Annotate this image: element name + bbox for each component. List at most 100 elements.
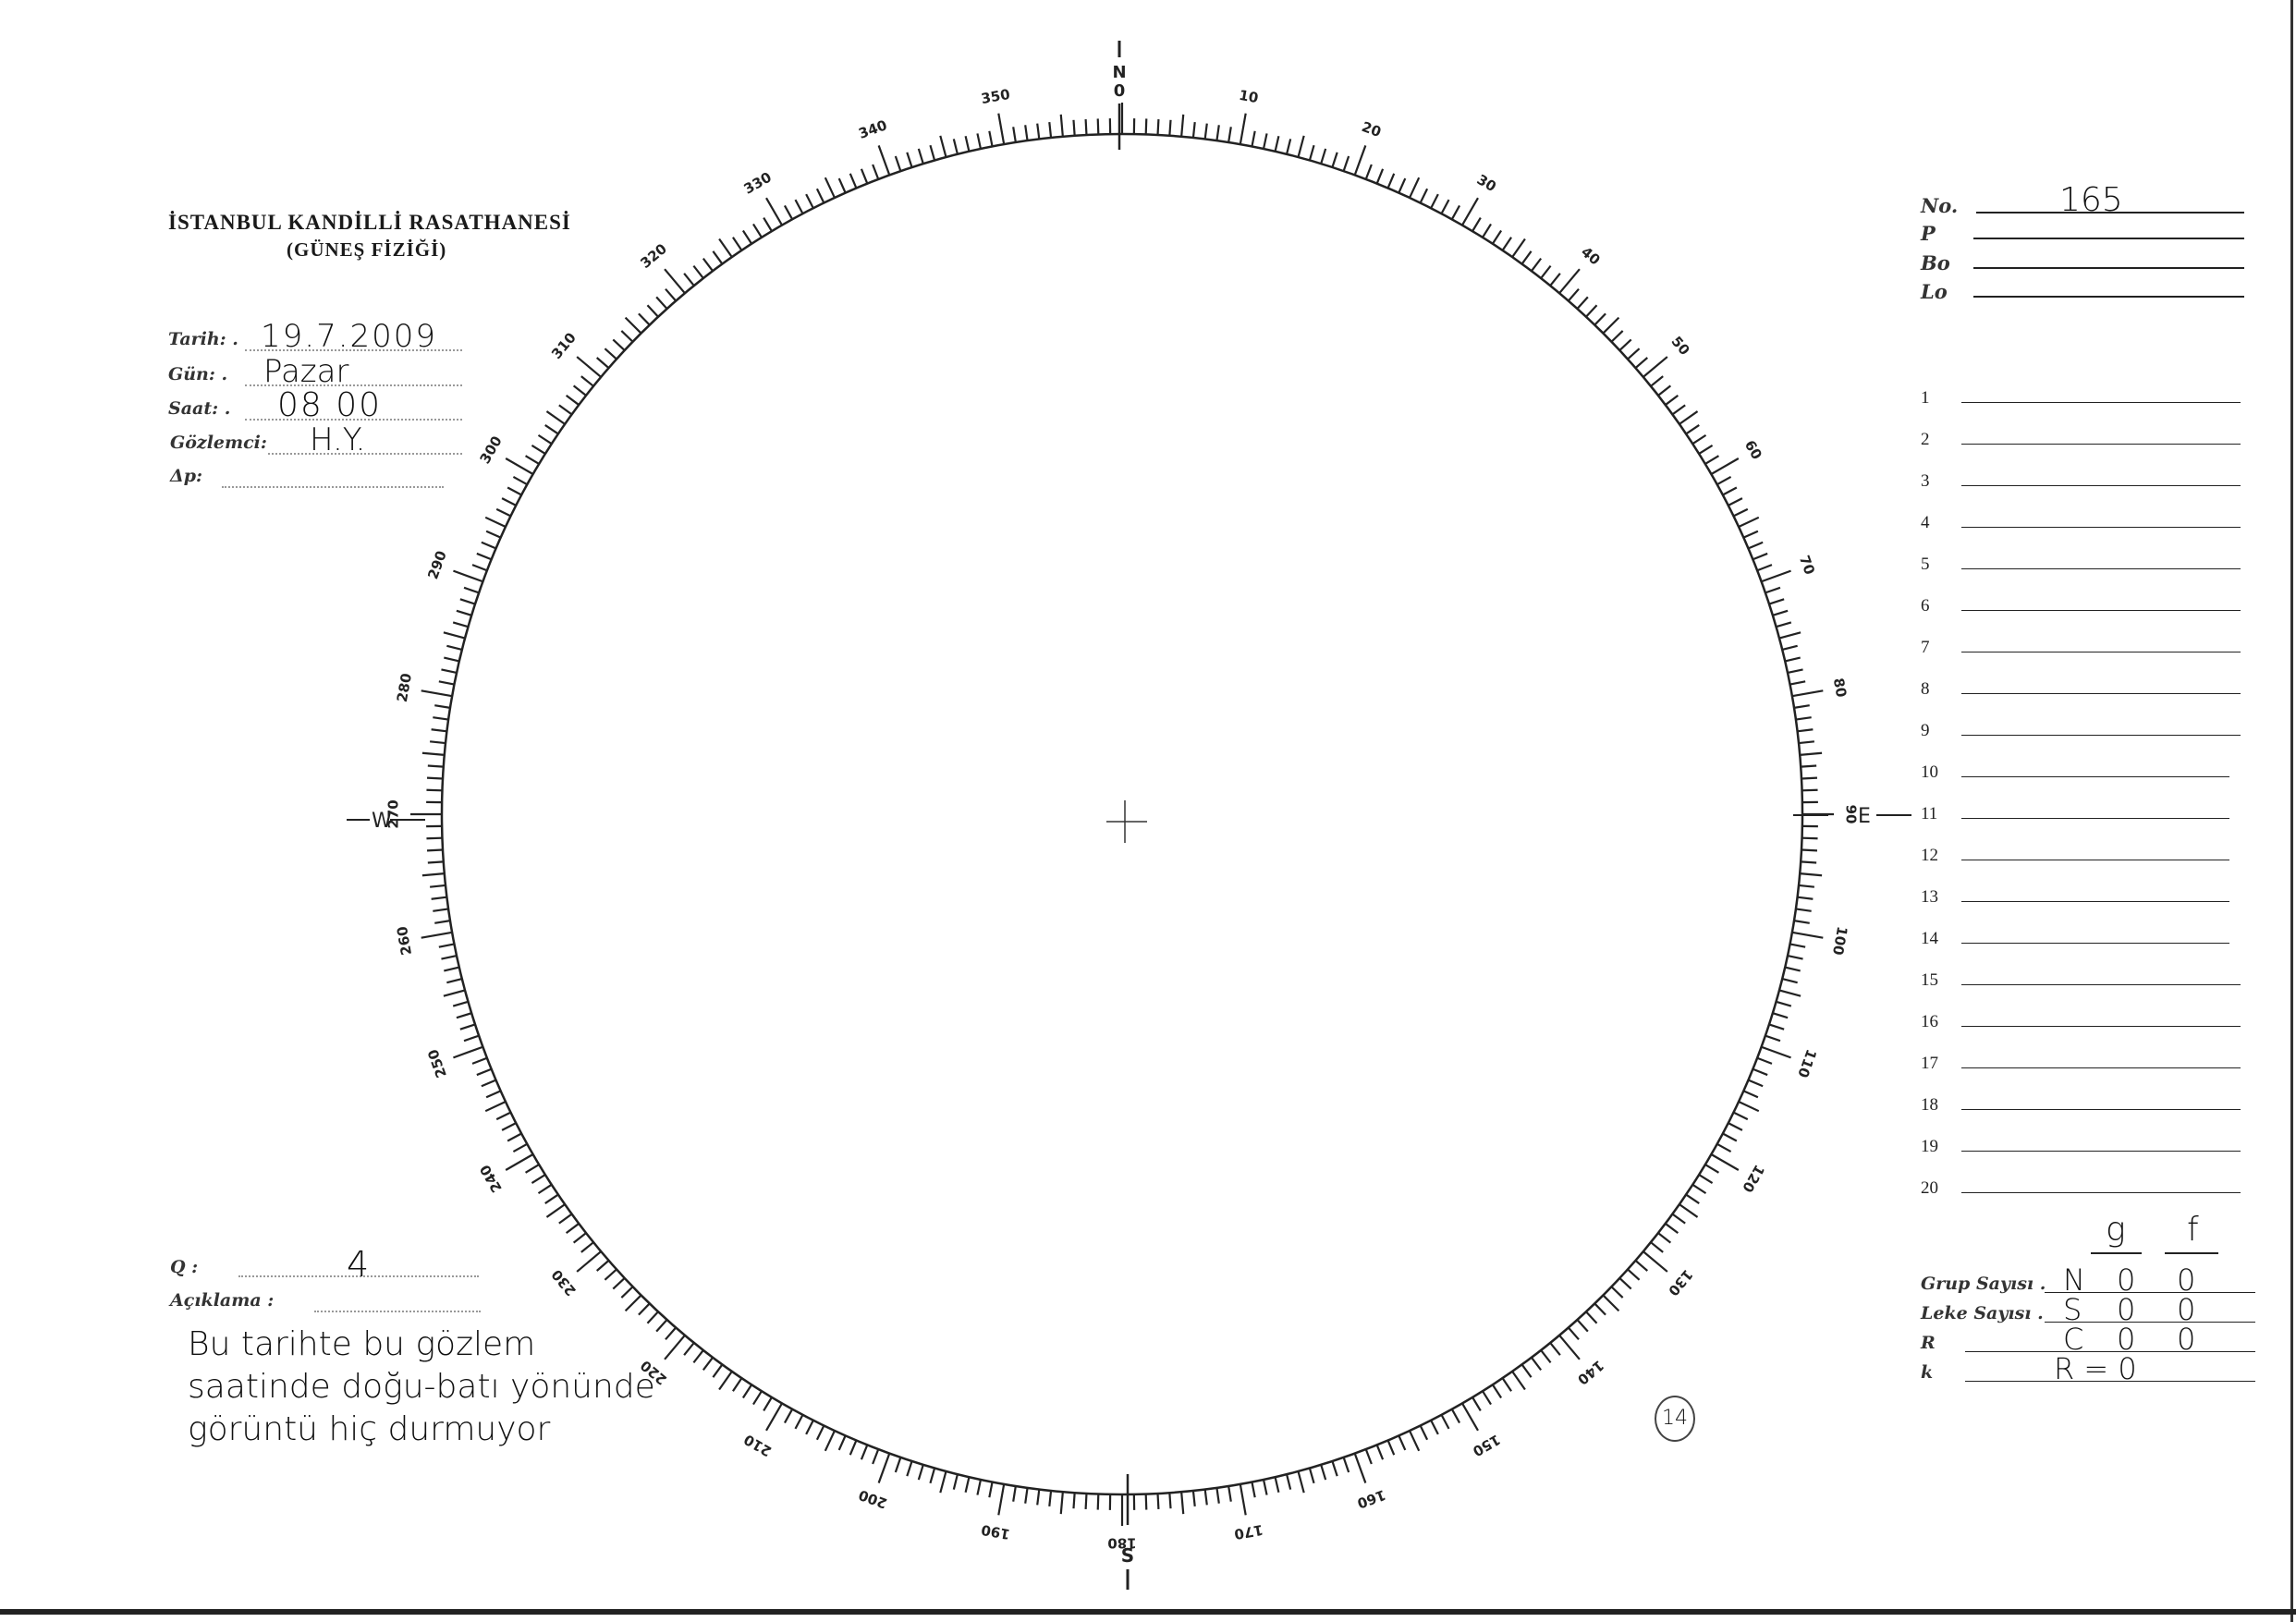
tick-mark xyxy=(444,656,460,663)
g-value[interactable]: 0 xyxy=(2117,1292,2136,1327)
tick-mark xyxy=(1048,1490,1053,1506)
row-line[interactable] xyxy=(1961,818,2229,819)
tick-mark xyxy=(1800,872,1823,877)
f-value[interactable]: 0 xyxy=(2177,1292,2196,1327)
tick-mark xyxy=(1671,1213,1686,1225)
count-row-line xyxy=(2045,1322,2255,1323)
tick-mark xyxy=(732,1377,743,1392)
tick-mark xyxy=(1084,1493,1088,1510)
tick-mark xyxy=(1239,1483,1247,1516)
tick-mark xyxy=(929,144,936,161)
day-label: Gün: . xyxy=(168,364,228,384)
observer-value[interactable]: H.Y. xyxy=(310,421,366,458)
g-value[interactable]: 0 xyxy=(2117,1322,2136,1357)
row-line[interactable] xyxy=(1961,1192,2241,1193)
tick-mark xyxy=(456,609,472,616)
tick-mark xyxy=(1472,216,1482,232)
tick-mark xyxy=(1191,122,1196,139)
hemisphere-value[interactable]: C xyxy=(2063,1322,2084,1357)
tick-mark xyxy=(783,204,794,220)
degree-label: 180 xyxy=(1107,1535,1136,1552)
south-label: S xyxy=(1121,1544,1134,1567)
row-line[interactable] xyxy=(1961,1151,2241,1152)
day-value[interactable]: Pazar xyxy=(263,353,349,390)
no-value[interactable]: 165 xyxy=(2059,181,2123,219)
tick-mark xyxy=(1665,1223,1679,1235)
comment-line-1[interactable]: Bu tarihte bu gözlem xyxy=(188,1325,536,1363)
row-line[interactable] xyxy=(1961,568,2241,569)
time-value[interactable]: 08 00 xyxy=(277,386,383,424)
tick-mark xyxy=(1549,1342,1561,1356)
tick-mark xyxy=(558,404,573,416)
date-value[interactable]: 19.7.2009 xyxy=(261,318,438,355)
tick-mark xyxy=(1430,193,1439,209)
tick-mark xyxy=(939,1470,947,1494)
row-line[interactable] xyxy=(1961,610,2241,611)
tick-mark xyxy=(1768,598,1785,605)
tick-mark xyxy=(906,1460,913,1477)
tick-mark xyxy=(1450,1409,1461,1424)
row-line[interactable] xyxy=(1961,943,2229,944)
tick-mark xyxy=(1144,1494,1148,1510)
tick-mark xyxy=(512,1142,528,1153)
tick-mark xyxy=(1036,123,1041,140)
degree-label: 70 xyxy=(1796,553,1818,577)
row-line[interactable] xyxy=(1961,527,2241,528)
f-value[interactable]: 0 xyxy=(2177,1262,2196,1298)
tick-mark xyxy=(952,1473,959,1490)
row-line[interactable] xyxy=(1961,402,2241,403)
row-line[interactable] xyxy=(1961,485,2241,486)
tick-mark xyxy=(824,177,836,199)
tick-mark xyxy=(495,507,511,518)
g-value[interactable]: 0 xyxy=(2117,1262,2136,1298)
comment-line-2[interactable]: saatinde doğu-batı yönünde xyxy=(188,1368,655,1406)
degree-label: 270 xyxy=(385,799,402,828)
g-column-header: g xyxy=(2106,1211,2126,1249)
row-line[interactable] xyxy=(1961,1067,2241,1068)
tick-mark xyxy=(1776,621,1792,628)
tick-mark xyxy=(476,552,493,561)
tick-mark xyxy=(481,541,496,550)
tick-mark xyxy=(894,1457,902,1473)
tick-mark xyxy=(664,268,686,294)
tick-mark xyxy=(1787,668,1803,675)
f-value[interactable]: 0 xyxy=(2177,1322,2196,1357)
row-number: 1 xyxy=(1921,388,1930,408)
tick-mark xyxy=(1691,1183,1707,1195)
tick-mark xyxy=(929,1468,936,1484)
tick-mark xyxy=(1634,1260,1649,1272)
row-line[interactable] xyxy=(1961,693,2241,694)
tick-mark xyxy=(1096,118,1100,135)
tick-mark xyxy=(1072,1493,1076,1509)
row-line[interactable] xyxy=(1961,735,2241,736)
tick-mark xyxy=(665,287,677,302)
hemisphere-value[interactable]: R = 0 xyxy=(2054,1351,2137,1386)
tick-mark xyxy=(459,1023,476,1031)
hemisphere-value[interactable]: S xyxy=(2063,1292,2082,1327)
row-line[interactable] xyxy=(1961,776,2229,777)
tick-mark xyxy=(683,273,695,287)
tick-mark xyxy=(1419,188,1429,203)
tick-mark xyxy=(1520,250,1533,265)
tick-mark xyxy=(1012,127,1017,143)
q-value[interactable]: 4 xyxy=(347,1244,370,1285)
tick-mark xyxy=(545,410,566,425)
tick-mark xyxy=(441,668,458,675)
row-line[interactable] xyxy=(1961,901,2229,902)
comment-line-3[interactable]: görüntü hiç durmuyor xyxy=(188,1410,551,1448)
tick-mark xyxy=(638,312,651,326)
zero-degree-label: 0 xyxy=(1114,81,1126,101)
row-line[interactable] xyxy=(1961,984,2241,985)
tick-mark xyxy=(1742,1090,1759,1099)
tick-mark xyxy=(1789,943,1806,948)
tick-mark xyxy=(537,433,553,445)
tick-mark xyxy=(1728,1122,1743,1131)
tick-mark xyxy=(741,1384,753,1399)
tick-mark xyxy=(1765,586,1781,594)
row-line[interactable] xyxy=(1961,444,2241,445)
row-line[interactable] xyxy=(1961,1026,2241,1027)
row-line[interactable] xyxy=(1961,1109,2241,1110)
hemisphere-value[interactable]: N xyxy=(2063,1262,2085,1298)
tick-mark xyxy=(537,1183,553,1195)
degree-label: 190 xyxy=(980,1521,1011,1543)
